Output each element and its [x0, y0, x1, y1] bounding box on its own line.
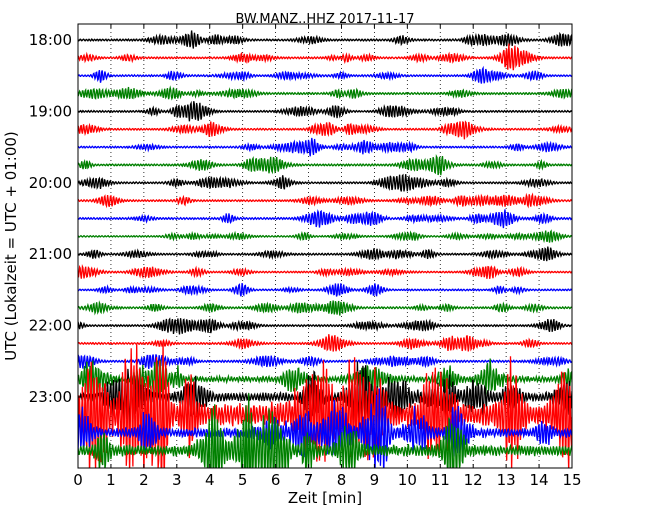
seismogram-trace-2245 — [78, 358, 572, 404]
y-tick-label: 21:00 — [29, 245, 72, 263]
y-tick-label: 20:00 — [29, 174, 72, 192]
x-tick-label: 5 — [238, 471, 248, 489]
seismogram-trace-1900 — [78, 100, 572, 122]
y-axis-label: UTC (Lokalzeit = UTC + 01:00) — [2, 131, 20, 361]
seismogram-trace-1915 — [78, 120, 572, 140]
seismogram-trace-2115 — [78, 263, 572, 280]
x-axis-label: Zeit [min] — [288, 489, 362, 507]
seismogram-trace-1930 — [78, 137, 572, 157]
seismogram-trace-1815 — [78, 43, 572, 71]
x-tick-label: 9 — [370, 471, 380, 489]
chart-title: BW.MANZ..HHZ 2017-11-17 — [235, 12, 414, 27]
x-tick-label: 13 — [497, 471, 516, 489]
seismogram-trace-1800 — [78, 30, 572, 49]
x-tick-label: 0 — [73, 471, 83, 489]
y-axis-ticks: 18:00 19:00 20:00 21:00 22:00 23:00 — [29, 31, 572, 406]
seismogram-trace-2130 — [78, 283, 572, 297]
x-tick-label: 7 — [304, 471, 314, 489]
seismogram-trace-1845 — [78, 85, 572, 101]
plot-frame — [77, 23, 573, 469]
seismogram-trace-2215 — [78, 334, 572, 352]
seismogram-trace-2145 — [78, 300, 572, 316]
x-tick-label: 2 — [139, 471, 149, 489]
seismogram-trace-2030 — [78, 209, 572, 229]
seismogram-trace-2345 — [78, 393, 572, 468]
x-tick-label: 4 — [205, 471, 215, 489]
x-tick-label: 14 — [530, 471, 549, 489]
seismogram-trace-2000 — [78, 173, 572, 192]
x-tick-label: 12 — [464, 471, 483, 489]
seismogram-trace-2330 — [78, 388, 572, 468]
seismogram-trace-1945 — [78, 153, 572, 176]
x-axis-ticks: 0 1 2 3 4 5 6 7 8 9 10 11 12 13 14 15 — [73, 24, 582, 489]
y-tick-label: 22:00 — [29, 317, 72, 335]
seismogram-trace-2200 — [78, 317, 572, 335]
x-tick-label: 1 — [106, 471, 116, 489]
x-tick-label: 10 — [398, 471, 417, 489]
y-tick-label: 18:00 — [29, 31, 72, 49]
y-tick-label: 19:00 — [29, 102, 72, 120]
seismogram-traces — [78, 30, 572, 468]
seismogram-trace-2315 — [78, 341, 572, 468]
seismogram-trace-2045 — [78, 229, 572, 244]
x-tick-label: 11 — [431, 471, 450, 489]
x-tick-label: 6 — [271, 471, 281, 489]
seismogram-trace-1830 — [78, 65, 572, 84]
seismogram-trace-2100 — [78, 246, 572, 262]
x-tick-label: 15 — [562, 471, 581, 489]
x-tick-label: 3 — [172, 471, 182, 489]
seismogram-trace-2015 — [78, 192, 572, 209]
y-tick-label: 23:00 — [29, 388, 72, 406]
x-tick-label: 8 — [337, 471, 347, 489]
